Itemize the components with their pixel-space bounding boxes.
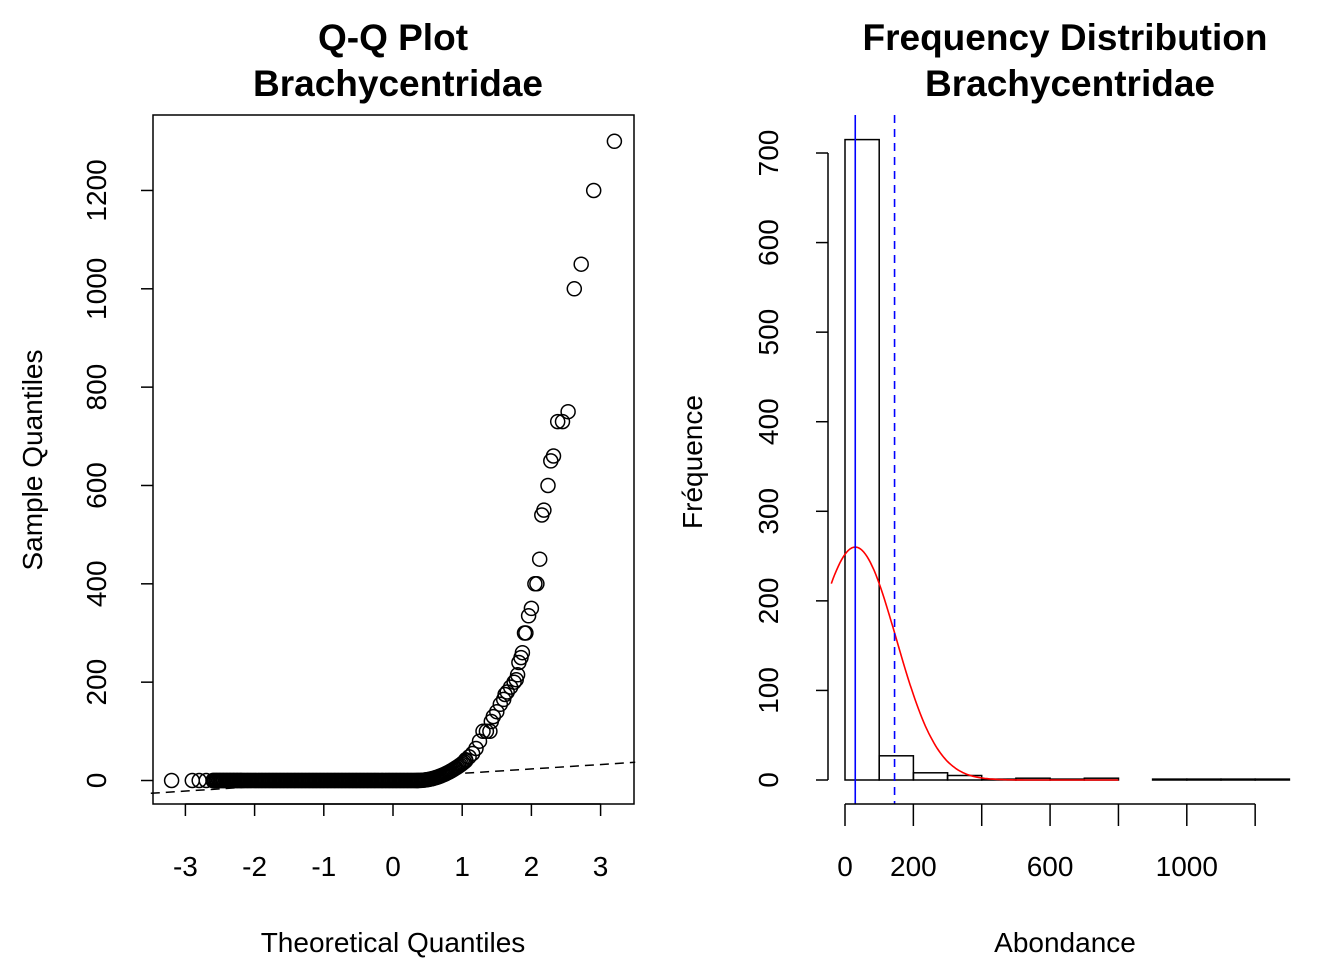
histogram-bar: [878, 755, 915, 781]
hist-x-tick-label: 0: [837, 851, 853, 882]
qq-point: [540, 477, 556, 494]
qq-x-tick-label: -2: [242, 851, 267, 882]
qq-plot-frame: [152, 114, 635, 805]
histogram-bar: [1186, 778, 1222, 781]
qq-y-axis: 0 200 400 600 800 1000 1200: [81, 159, 153, 788]
histogram-bar: [912, 772, 949, 781]
qq-y-tick-label: 600: [81, 462, 112, 509]
qq-points-group: [163, 133, 623, 789]
hist-x-axis: 0 200 600 1000: [837, 803, 1256, 882]
qq-point: [529, 576, 545, 592]
histogram-bar: [1151, 778, 1188, 781]
hist-x-tick-label: 600: [1027, 851, 1074, 882]
qq-plot-panel: Q-Q Plot Brachycentridae -3 -2 -1 0 1 2 3 0 200…: [17, 17, 636, 958]
qq-point: [456, 754, 473, 770]
reference-lines-group: [854, 115, 896, 804]
hist-title-line2: Brachycentridae: [925, 63, 1215, 104]
qq-x-tick-label: 2: [524, 851, 540, 882]
hist-y-tick-label: 0: [753, 772, 784, 788]
histogram-bar: [1220, 778, 1256, 781]
histogram-bar: [844, 138, 880, 781]
qq-point: [536, 502, 552, 518]
qq-point: [229, 772, 246, 789]
qq-point: [489, 703, 505, 720]
qq-point: [226, 772, 242, 789]
qq-point: [482, 723, 498, 740]
qq-x-tick-label: 3: [593, 851, 609, 882]
histogram-bars-group: [844, 138, 1291, 781]
qq-point: [222, 772, 239, 789]
hist-y-tick-label: 400: [753, 398, 784, 445]
qq-point: [531, 551, 548, 567]
hist-x-axis-label: Abondance: [994, 927, 1136, 958]
qq-point: [163, 772, 180, 789]
hist-y-axis: 0 100 200 300 400 500 600 700: [753, 130, 829, 788]
hist-y-tick-label: 100: [753, 667, 784, 714]
qq-point: [523, 600, 540, 617]
qq-point: [585, 182, 602, 199]
hist-y-axis-label: Fréquence: [677, 395, 708, 529]
qq-point: [606, 133, 623, 150]
qq-y-tick-label: 800: [81, 364, 112, 411]
qq-point: [478, 723, 495, 740]
qq-y-tick-label: 200: [81, 659, 112, 706]
qq-point: [464, 745, 481, 762]
hist-y-tick-label: 600: [753, 219, 784, 266]
qq-point: [509, 667, 526, 683]
qq-x-axis: -3 -2 -1 0 1 2 3: [173, 803, 609, 882]
qq-x-tick-label: 1: [454, 851, 470, 882]
qq-y-axis-label: Sample Quantiles: [17, 349, 48, 570]
qq-point: [518, 625, 534, 641]
qq-point: [492, 696, 509, 713]
qq-y-tick-label: 1200: [81, 159, 112, 221]
hist-y-tick-label: 500: [753, 309, 784, 356]
qq-point: [549, 413, 566, 430]
qq-point: [514, 644, 531, 661]
qq-point: [566, 281, 583, 297]
qq-x-tick-label: -1: [311, 851, 336, 882]
qq-title-line1: Q-Q Plot: [318, 17, 468, 58]
qq-title-line2: Brachycentridae: [253, 63, 543, 104]
qq-point: [506, 674, 522, 690]
hist-y-tick-label: 200: [753, 578, 784, 625]
hist-y-tick-label: 300: [753, 488, 784, 535]
hist-x-tick-label: 200: [890, 851, 937, 882]
qq-point: [233, 772, 249, 789]
qq-point: [485, 708, 502, 725]
qq-x-tick-label: -3: [173, 851, 198, 882]
qq-x-tick-label: 0: [385, 851, 401, 882]
hist-y-tick-label: 700: [753, 130, 784, 177]
qq-x-axis-label: Theoretical Quantiles: [261, 927, 526, 958]
density-curve: [830, 546, 1119, 781]
qq-point: [560, 403, 576, 420]
qq-point: [468, 740, 484, 757]
hist-title-line1: Frequency Distribution: [863, 17, 1268, 58]
histogram-panel: Frequency Distribution Brachycentridae 0…: [677, 17, 1291, 958]
histogram-bar: [1254, 778, 1291, 781]
qq-y-tick-label: 0: [81, 773, 112, 789]
density-curve-group: [830, 546, 1119, 781]
qq-point: [475, 723, 491, 740]
qq-point: [452, 757, 468, 773]
qq-point: [573, 256, 589, 272]
qq-point: [545, 448, 562, 464]
qq-y-tick-label: 1000: [81, 258, 112, 320]
hist-x-tick-label: 1000: [1156, 851, 1218, 882]
qq-y-tick-label: 400: [81, 560, 112, 607]
qq-point: [520, 608, 537, 624]
